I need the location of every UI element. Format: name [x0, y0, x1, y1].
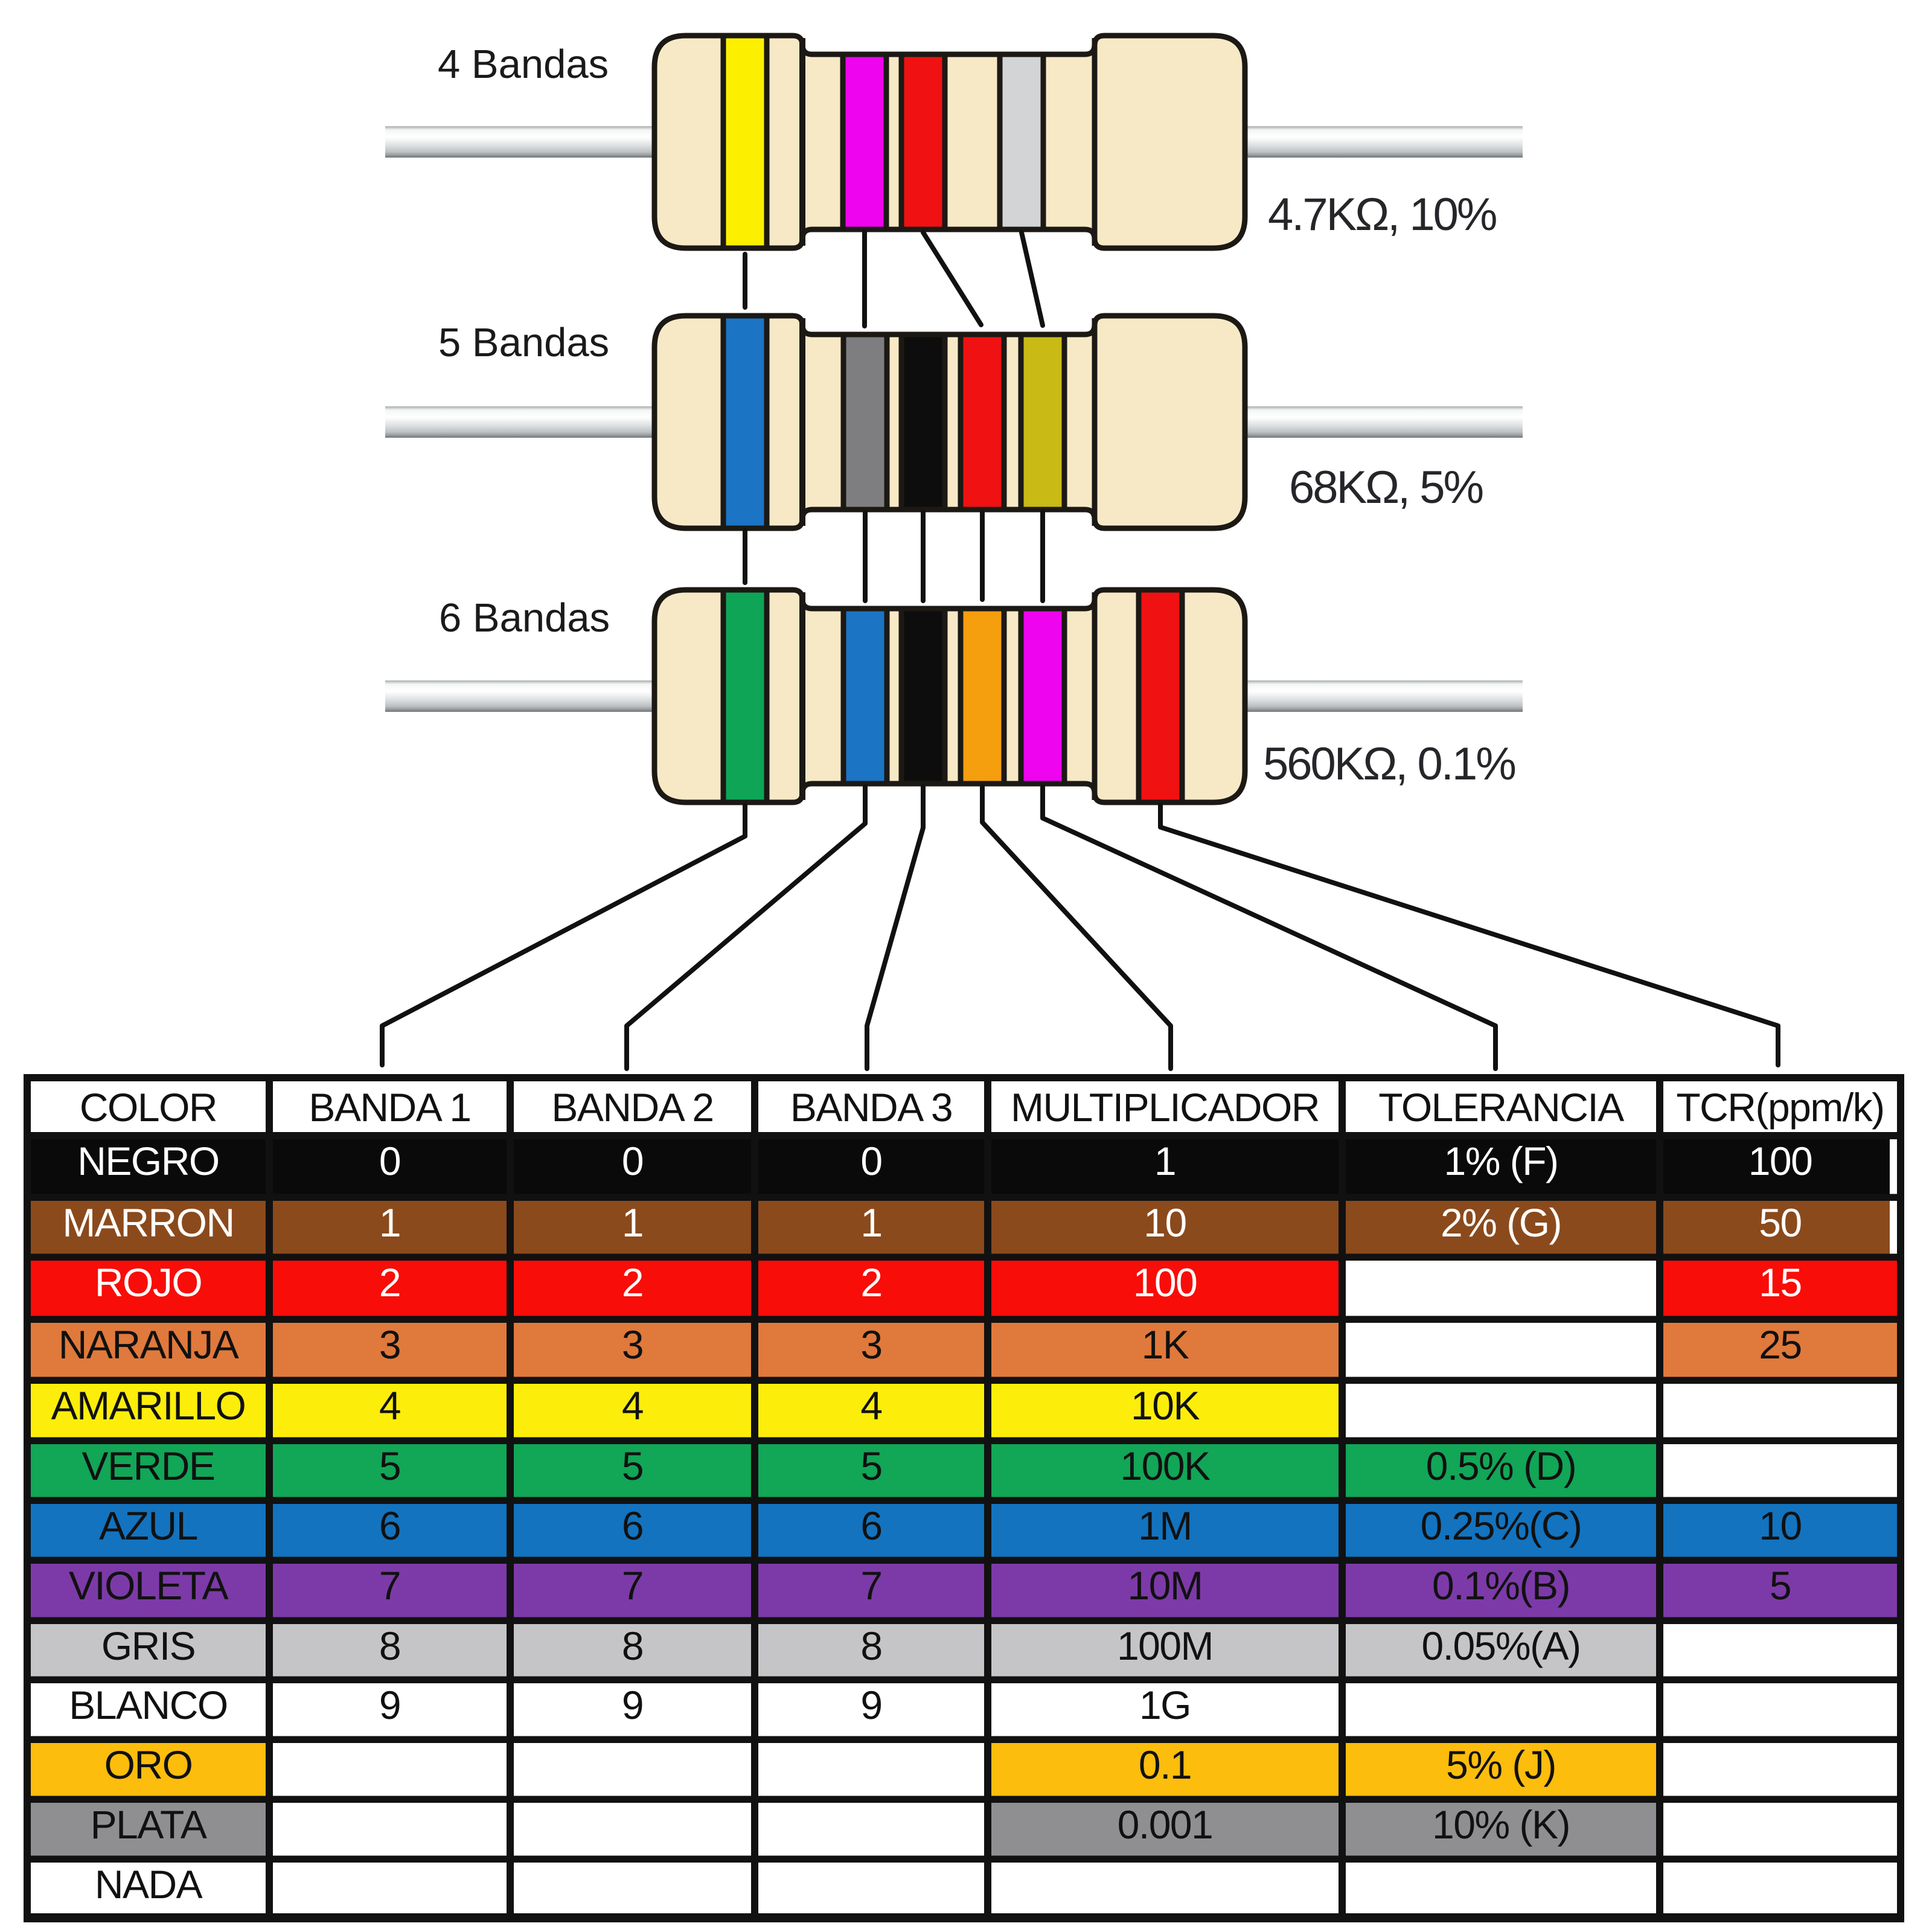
svg-text:ORO: ORO [104, 1742, 193, 1787]
svg-text:6 Bandas: 6 Bandas [439, 595, 610, 641]
svg-text:2: 2 [379, 1260, 400, 1305]
svg-text:25: 25 [1759, 1322, 1801, 1367]
svg-text:BANDA 3: BANDA 3 [790, 1085, 952, 1130]
svg-text:6: 6 [379, 1503, 400, 1548]
svg-text:10: 10 [1759, 1503, 1801, 1548]
svg-text:10K: 10K [1131, 1383, 1200, 1428]
svg-text:1G: 1G [1139, 1683, 1191, 1727]
svg-text:2: 2 [622, 1260, 643, 1305]
svg-text:0: 0 [860, 1139, 881, 1183]
svg-text:2: 2 [860, 1260, 881, 1305]
svg-text:BANDA 2: BANDA 2 [551, 1085, 713, 1130]
svg-text:4: 4 [379, 1383, 400, 1428]
svg-text:10M: 10M [1128, 1563, 1203, 1608]
svg-text:5: 5 [860, 1444, 881, 1488]
svg-text:1: 1 [860, 1200, 881, 1245]
svg-text:PLATA: PLATA [91, 1802, 207, 1847]
svg-text:7: 7 [622, 1563, 643, 1608]
svg-text:5% (J): 5% (J) [1446, 1742, 1556, 1787]
svg-text:0: 0 [379, 1139, 400, 1183]
svg-text:8: 8 [622, 1623, 643, 1668]
svg-text:0.05%(A): 0.05%(A) [1421, 1623, 1580, 1668]
svg-text:1K: 1K [1142, 1322, 1189, 1367]
svg-text:0.5% (D): 0.5% (D) [1426, 1444, 1576, 1488]
svg-text:9: 9 [379, 1683, 400, 1727]
svg-text:3: 3 [860, 1322, 881, 1367]
svg-text:4: 4 [860, 1383, 881, 1428]
svg-text:NARANJA: NARANJA [59, 1322, 239, 1367]
svg-text:4: 4 [622, 1383, 643, 1428]
svg-text:AMARILLO: AMARILLO [51, 1383, 246, 1428]
svg-text:9: 9 [860, 1683, 881, 1727]
svg-text:NEGRO: NEGRO [77, 1139, 219, 1183]
svg-text:3: 3 [622, 1322, 643, 1367]
svg-text:0: 0 [622, 1139, 643, 1183]
svg-text:5: 5 [1770, 1563, 1791, 1608]
svg-text:100: 100 [1133, 1260, 1197, 1305]
svg-text:1% (F): 1% (F) [1444, 1139, 1558, 1183]
svg-text:5: 5 [379, 1444, 400, 1488]
svg-text:TCR(ppm/k): TCR(ppm/k) [1676, 1085, 1884, 1130]
svg-text:100K: 100K [1120, 1444, 1211, 1488]
svg-text:4 Bandas: 4 Bandas [438, 42, 609, 87]
svg-text:BANDA 1: BANDA 1 [309, 1085, 470, 1130]
svg-text:NADA: NADA [95, 1862, 203, 1907]
svg-text:560KΩ, 0.1%: 560KΩ, 0.1% [1263, 738, 1515, 790]
svg-text:8: 8 [379, 1623, 400, 1668]
svg-text:5 Bandas: 5 Bandas [438, 320, 609, 365]
svg-text:0.1%(B): 0.1%(B) [1432, 1563, 1570, 1608]
svg-text:6: 6 [860, 1503, 881, 1548]
svg-text:100M: 100M [1117, 1623, 1213, 1668]
svg-text:4.7KΩ, 10%: 4.7KΩ, 10% [1268, 189, 1496, 240]
svg-text:6: 6 [622, 1503, 643, 1548]
svg-text:0.1: 0.1 [1139, 1742, 1191, 1787]
svg-text:TOLERANCIA: TOLERANCIA [1378, 1085, 1624, 1130]
svg-text:10% (K): 10% (K) [1432, 1802, 1570, 1847]
svg-text:GRIS: GRIS [101, 1623, 195, 1668]
svg-text:1: 1 [1154, 1139, 1176, 1183]
svg-text:5: 5 [622, 1444, 643, 1488]
svg-text:68KΩ, 5%: 68KΩ, 5% [1289, 462, 1483, 513]
svg-text:8: 8 [860, 1623, 881, 1668]
svg-text:AZUL: AZUL [99, 1503, 197, 1548]
svg-text:100: 100 [1748, 1139, 1812, 1183]
svg-text:ROJO: ROJO [95, 1260, 202, 1305]
svg-text:MARRON: MARRON [62, 1200, 234, 1245]
svg-text:1: 1 [379, 1200, 400, 1245]
svg-text:VIOLETA: VIOLETA [69, 1563, 229, 1608]
svg-text:COLOR: COLOR [80, 1085, 217, 1130]
svg-text:0.001: 0.001 [1118, 1802, 1213, 1847]
svg-text:3: 3 [379, 1322, 400, 1367]
svg-text:10: 10 [1144, 1200, 1186, 1245]
svg-text:BLANCO: BLANCO [69, 1683, 227, 1727]
svg-text:50: 50 [1759, 1200, 1801, 1245]
svg-text:7: 7 [860, 1563, 881, 1608]
svg-text:9: 9 [622, 1683, 643, 1727]
svg-text:MULTIPLICADOR: MULTIPLICADOR [1011, 1085, 1319, 1130]
svg-text:7: 7 [379, 1563, 400, 1608]
svg-text:VERDE: VERDE [82, 1444, 215, 1488]
svg-text:0.25%(C): 0.25%(C) [1421, 1503, 1582, 1548]
svg-text:1: 1 [622, 1200, 643, 1245]
svg-text:15: 15 [1759, 1260, 1801, 1305]
svg-text:1M: 1M [1138, 1503, 1192, 1548]
svg-text:2% (G): 2% (G) [1441, 1200, 1561, 1245]
